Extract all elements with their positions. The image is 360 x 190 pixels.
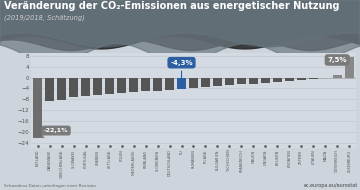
Bar <box>189 78 198 88</box>
Bar <box>285 78 294 81</box>
Bar <box>165 78 174 90</box>
Polygon shape <box>0 0 360 63</box>
Bar <box>117 78 126 93</box>
Bar <box>333 75 342 78</box>
Bar <box>57 78 66 100</box>
Bar <box>309 78 318 79</box>
Bar <box>213 78 222 86</box>
Text: Schwedens Daten unterliegen einer Revision: Schwedens Daten unterliegen einer Revisi… <box>4 184 96 188</box>
Text: -22,1%: -22,1% <box>41 128 68 137</box>
Bar <box>201 78 210 87</box>
Bar <box>69 78 78 97</box>
Bar <box>345 57 354 78</box>
Polygon shape <box>0 0 360 49</box>
Bar <box>105 78 114 94</box>
Bar <box>141 78 150 91</box>
Bar <box>45 78 54 101</box>
Bar <box>177 78 186 89</box>
Bar <box>93 78 102 95</box>
Bar <box>33 78 42 138</box>
Text: (2019/2018, Schätzung): (2019/2018, Schätzung) <box>4 14 84 21</box>
Bar <box>249 78 258 84</box>
Bar <box>297 78 306 80</box>
Bar <box>237 78 246 84</box>
Text: 7,5%: 7,5% <box>328 57 347 63</box>
Bar <box>261 78 270 82</box>
Polygon shape <box>0 0 360 51</box>
Bar <box>129 78 138 92</box>
Text: -4,3%: -4,3% <box>170 60 193 85</box>
Bar <box>153 78 162 91</box>
Bar <box>81 78 90 96</box>
Text: Veränderung der CO₂-Emissionen aus energetischer Nutzung: Veränderung der CO₂-Emissionen aus energ… <box>4 1 339 11</box>
Polygon shape <box>0 0 360 47</box>
Text: ec.europa.eu/eurostat: ec.europa.eu/eurostat <box>304 183 358 188</box>
Bar <box>225 78 234 85</box>
Bar <box>273 78 282 82</box>
